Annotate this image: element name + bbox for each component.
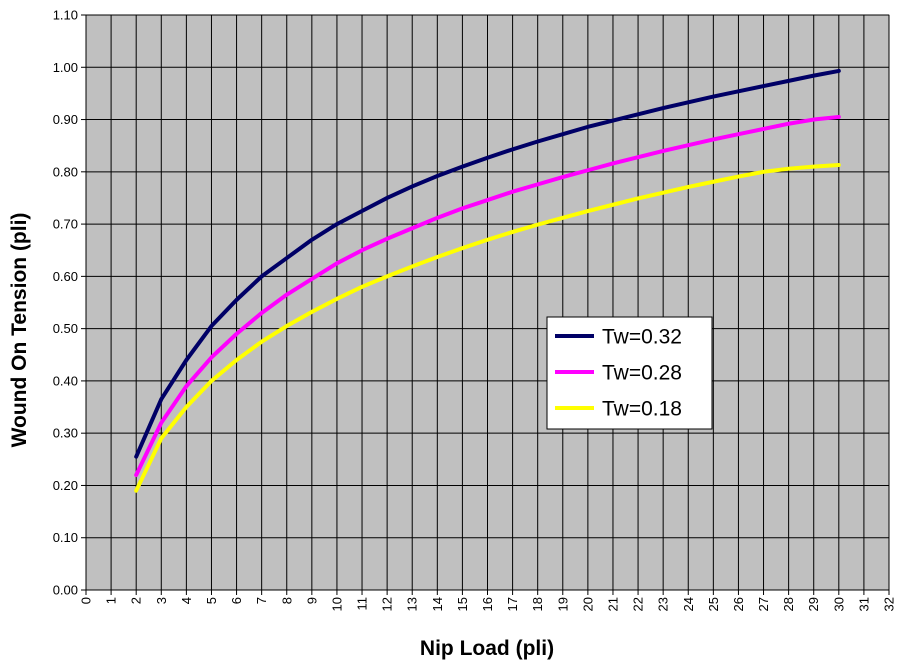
x-tick-label: 22 <box>631 597 646 611</box>
y-tick-label: 0.00 <box>53 583 78 598</box>
x-tick-label: 10 <box>329 597 344 611</box>
x-tick-label: 4 <box>179 597 194 604</box>
x-tick-label: 6 <box>229 597 244 604</box>
y-tick-label: 1.00 <box>53 60 78 75</box>
x-tick-label: 27 <box>756 597 771 611</box>
x-tick-label: 18 <box>530 597 545 611</box>
x-tick-label: 7 <box>254 597 269 604</box>
x-tick-label: 29 <box>806 597 821 611</box>
x-tick-label: 28 <box>781 597 796 611</box>
x-tick-label: 0 <box>79 597 94 604</box>
x-axis-title: Nip Load (pli) <box>420 637 554 660</box>
series-line-3 <box>134 163 841 493</box>
y-tick-label: 0.20 <box>53 478 78 493</box>
x-tick-label: 23 <box>656 597 671 611</box>
x-tick-label: 8 <box>279 597 294 604</box>
x-tick-label: 25 <box>706 597 721 611</box>
x-tick-label: 26 <box>731 597 746 611</box>
y-tick-label: 0.70 <box>53 217 78 232</box>
series-lines <box>134 68 841 493</box>
x-tick-label: 5 <box>204 597 219 604</box>
x-tick-label: 1 <box>104 597 119 604</box>
legend-label: Tw=0.32 <box>602 326 682 349</box>
y-tick-label: 1.10 <box>53 8 78 23</box>
x-tick-label: 14 <box>430 597 445 611</box>
x-tick-label: 12 <box>380 597 395 611</box>
x-tick-label: 16 <box>480 597 495 611</box>
x-tick-label: 21 <box>605 597 620 611</box>
x-tick-label: 32 <box>882 597 897 611</box>
x-tick-label: 15 <box>455 597 470 611</box>
x-tick-label: 31 <box>856 597 871 611</box>
x-tick-label: 11 <box>355 597 370 611</box>
y-tick-label: 0.10 <box>53 530 78 545</box>
y-tick-label: 0.30 <box>53 426 78 441</box>
y-tick-label: 0.60 <box>53 269 78 284</box>
x-tick-label: 2 <box>129 597 144 604</box>
x-tick-label: 13 <box>405 597 420 611</box>
x-tick-label: 20 <box>580 597 595 611</box>
y-tick-label: 0.40 <box>53 373 78 388</box>
x-tick-label: 19 <box>555 597 570 611</box>
x-tick-label: 17 <box>505 597 520 611</box>
x-tick-label: 9 <box>304 597 319 604</box>
legend-label: Tw=0.28 <box>602 362 682 385</box>
y-axis-title: Wound On Tension (pli) <box>8 213 31 448</box>
x-tick-label: 3 <box>154 597 169 604</box>
x-tick-label: 30 <box>831 597 846 611</box>
legend: Tw=0.32 Tw=0.28 Tw=0.18 <box>546 316 713 430</box>
series-line-2 <box>134 114 841 477</box>
y-tick-label: 0.50 <box>53 321 78 336</box>
y-tick-label: 0.80 <box>53 164 78 179</box>
y-tick-label: 0.90 <box>53 112 78 127</box>
axes: 0.00 0.10 0.20 0.30 0.40 0.50 0.60 0.70 0.80 0.90… <box>53 8 897 612</box>
series-line-1 <box>134 68 841 459</box>
x-tick-label: 24 <box>681 597 696 611</box>
legend-label: Tw=0.18 <box>602 398 682 421</box>
